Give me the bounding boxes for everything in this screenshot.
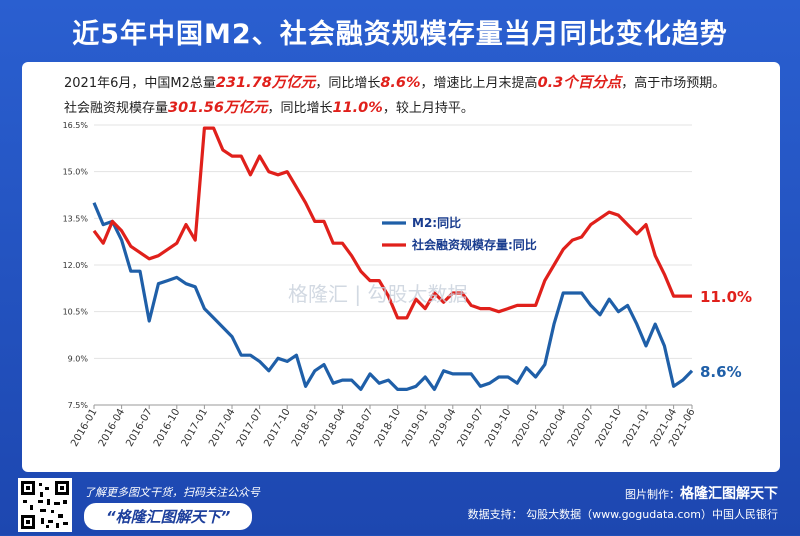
made-by-brand: 格隆汇图解天下	[680, 486, 778, 502]
summary-1-text-c: ，增速比上月末提高	[420, 76, 538, 91]
m2-end-label: 8.6%	[700, 363, 742, 381]
sf-stock-value: 301.56万亿元	[168, 100, 268, 116]
x-tick-label: 2020-04	[538, 407, 568, 449]
made-by-label: 图片制作：	[625, 488, 680, 501]
x-tick-label: 2018-01	[290, 407, 320, 449]
x-tick-label: 2020-10	[594, 407, 624, 449]
y-tick-label: 9.0%	[68, 354, 89, 363]
x-tick-label: 2019-04	[428, 407, 458, 449]
social-financing-series-line	[92, 126, 692, 320]
x-tick-label: 2016-04	[97, 407, 127, 449]
x-tick-label: 2019-10	[483, 407, 513, 449]
m2-series-line	[92, 202, 694, 391]
x-tick-label: 2018-10	[373, 407, 403, 449]
data-support-line: 数据支持： 勾股大数据（www.gogudata.com）中国人民银行	[467, 508, 778, 521]
qr-code-icon	[18, 478, 72, 532]
line-chart: 7.5% 9.0% 10.5% 12.0% 13.5% 15.0% 16.5% 2016-01…	[63, 121, 752, 449]
x-tick-label: 2018-07	[345, 407, 375, 449]
page-title: 近5年中国M2、社会融资规模存量当月同比变化趋势	[72, 18, 728, 50]
x-tick-label: 2019-01	[400, 407, 430, 449]
legend-label: M2:同比	[412, 215, 461, 230]
x-tick-label: 2020-01	[511, 407, 541, 449]
x-tick-label: 2017-10	[262, 407, 292, 449]
legend-label: 社会融资规模存量:同比	[411, 237, 537, 252]
summary-1-text-a: 2021年6月，中国M2总量	[64, 76, 216, 91]
m2-total-value: 231.78万亿元	[215, 75, 316, 91]
summary-2-text-a: 社会融资规模存量	[64, 101, 169, 116]
y-tick-label: 15.0%	[63, 168, 89, 177]
y-tick-label: 10.5%	[63, 308, 89, 317]
x-tick-label: 2016-01	[69, 407, 99, 449]
footer-cta-big: “格隆汇图解天下”	[84, 503, 253, 530]
m2-growth-value: 8.6%	[380, 75, 421, 91]
summary-1-text-d: ，高于市场预期。	[621, 76, 726, 91]
summary-2-text-c: ，较上月持平。	[382, 101, 474, 116]
x-tick-label: 2019-07	[456, 407, 486, 449]
y-tick-label: 7.5%	[68, 401, 89, 410]
x-tick-label: 2021-01	[621, 407, 651, 449]
summary-line-1: 2021年6月，中国M2总量231.78万亿元，同比增长8.6%，增速比上月末提…	[64, 71, 774, 96]
x-tick-label: 2016-07	[124, 407, 154, 449]
x-tick-label: 2020-07	[566, 407, 596, 449]
summary-2-text-b: ，同比增长	[267, 101, 333, 116]
x-tick-label: 2018-04	[318, 407, 348, 449]
sf-growth-value: 11.0%	[332, 100, 383, 116]
m2-change-value: 0.3个百分点	[537, 75, 622, 91]
x-tick-label: 2017-04	[207, 407, 237, 449]
x-tick-label: 2017-07	[235, 407, 265, 449]
summary-text: 2021年6月，中国M2总量231.78万亿元，同比增长8.6%，增速比上月末提…	[64, 71, 774, 121]
social-financing-end-label: 11.0%	[700, 288, 752, 306]
made-by-line: 图片制作：格隆汇图解天下	[468, 484, 778, 505]
summary-line-2: 社会融资规模存量301.56万亿元，同比增长11.0%，较上月持平。	[64, 96, 774, 121]
x-tick-label: 2017-01	[180, 407, 210, 449]
y-tick-label: 13.5%	[63, 214, 89, 223]
x-tick-label: 2016-10	[152, 407, 182, 449]
content-panel	[22, 62, 780, 472]
y-tick-label: 16.5%	[63, 121, 89, 130]
credit-block: 图片制作：格隆汇图解天下 数据支持： 勾股大数据（www.gogudata.co…	[468, 484, 778, 525]
footer-cta-small: 了解更多图文干货，扫码关注公众号	[84, 486, 260, 499]
y-tick-label: 12.0%	[63, 261, 89, 270]
watermark: 格隆汇 | 勾股大数据	[288, 282, 468, 306]
summary-1-text-b: ，同比增长	[315, 76, 381, 91]
